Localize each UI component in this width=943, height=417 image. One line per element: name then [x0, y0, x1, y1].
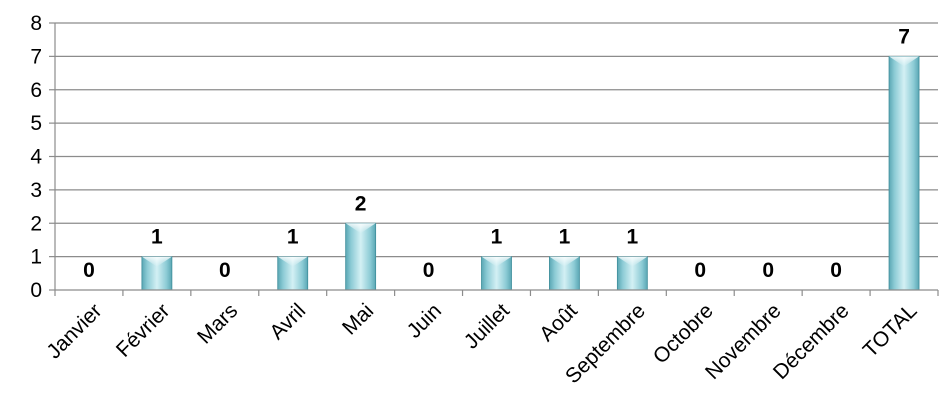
- y-tick-label-8: 8: [30, 12, 42, 35]
- y-tick-label-4: 4: [30, 146, 42, 169]
- data-label-total: 7: [898, 25, 910, 48]
- y-tick-label-1: 1: [30, 246, 42, 269]
- data-labels: 0 1 0 1 2 0 1 1 1 0 0 0 7: [83, 25, 910, 282]
- y-tick-label-6: 6: [30, 79, 42, 102]
- bar-cap-total: [889, 56, 920, 67]
- x-tick-label-total: TOTAL: [859, 299, 922, 362]
- y-tick-label-3: 3: [30, 179, 42, 202]
- x-tick-label-août: Août: [535, 299, 582, 346]
- x-axis-labels: Janvier Février Mars Avril Mai Juin Juillet Aoû…: [42, 299, 921, 388]
- y-tick-label-2: 2: [30, 212, 42, 235]
- axes: [54, 23, 939, 296]
- data-label-juillet: 1: [491, 226, 503, 249]
- x-tick-label-mai: Mai: [338, 299, 378, 339]
- bar-cap-février: [141, 256, 172, 267]
- x-tick-label-janvier: Janvier: [42, 299, 106, 363]
- data-label-mars: 0: [219, 259, 231, 282]
- y-axis-ticks: 0 1 2 3 4 5 6 7 8: [30, 12, 55, 302]
- data-label-août: 1: [559, 226, 571, 249]
- data-label-décembre: 0: [830, 259, 842, 282]
- x-tick-label-juin: Juin: [403, 299, 447, 343]
- x-tick-label-octobre: Octobre: [649, 299, 718, 368]
- y-tick-label-5: 5: [30, 112, 42, 135]
- bar-cap-août: [549, 256, 580, 267]
- data-label-septembre: 1: [627, 226, 639, 249]
- bars: [141, 55, 920, 291]
- bar-mai: [345, 222, 377, 291]
- data-label-octobre: 0: [694, 259, 706, 282]
- data-label-juin: 0: [423, 259, 435, 282]
- data-label-janvier: 0: [83, 259, 95, 282]
- bar-cap-juillet: [481, 256, 512, 267]
- x-tick-label-mars: Mars: [193, 299, 242, 348]
- bar-total: [888, 55, 920, 291]
- gridlines: [55, 22, 938, 258]
- data-label-mai: 2: [355, 192, 367, 215]
- x-tick-label-juillet: Juillet: [460, 299, 514, 353]
- data-label-février: 1: [151, 226, 163, 249]
- y-tick-label-7: 7: [30, 45, 42, 68]
- data-label-novembre: 0: [762, 259, 774, 282]
- y-tick-label-0: 0: [30, 279, 42, 302]
- bar-cap-avril: [277, 256, 308, 267]
- data-label-avril: 1: [287, 226, 299, 249]
- x-tick-label-avril: Avril: [265, 299, 310, 344]
- bar-cap-mai: [345, 223, 376, 234]
- bar-cap-septembre: [617, 256, 648, 267]
- x-tick-label-février: Février: [112, 299, 174, 361]
